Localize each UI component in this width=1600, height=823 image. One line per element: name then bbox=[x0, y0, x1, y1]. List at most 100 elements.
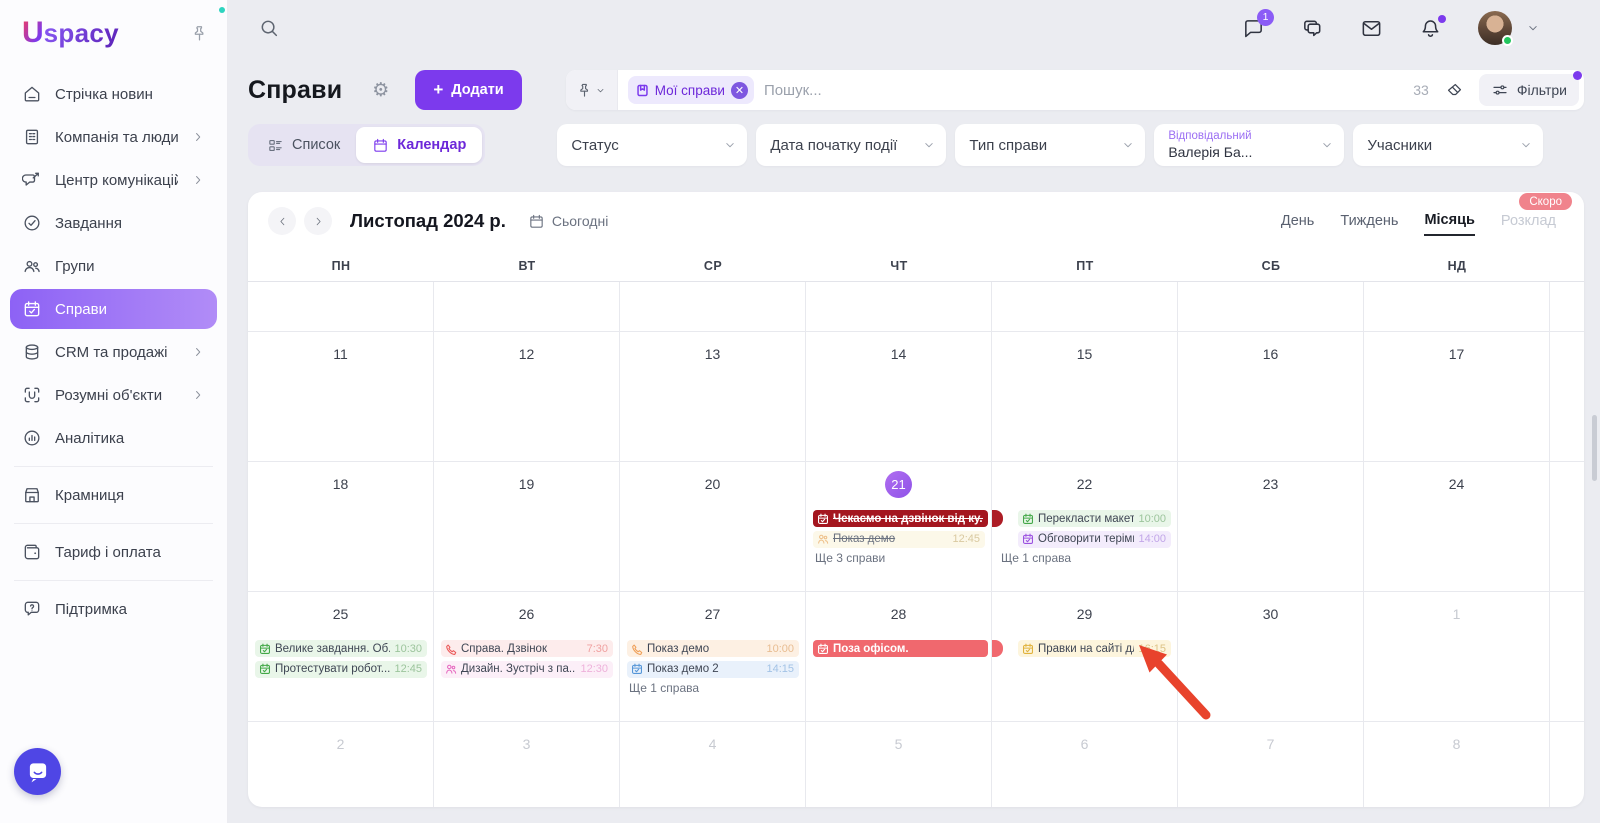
day-cell-6[interactable]: 6 bbox=[992, 722, 1178, 807]
calendar-event[interactable]: Поза офісом. bbox=[813, 640, 988, 657]
day-cell-11[interactable]: 11 bbox=[248, 332, 434, 461]
calendar-event[interactable]: Показ демо 2 14:15 bbox=[627, 660, 799, 678]
day-cell-20[interactable]: 20 bbox=[620, 462, 806, 591]
scrollbar-thumb[interactable] bbox=[1592, 415, 1597, 481]
sidebar-item-shop[interactable]: Крамниця bbox=[10, 475, 217, 515]
day-cell-29[interactable]: 29 Правки на сайті для ... 16:15 bbox=[992, 592, 1178, 721]
day-cell-16[interactable]: 16 bbox=[1178, 332, 1364, 461]
sidebar-item-analytics[interactable]: Аналітика bbox=[10, 418, 217, 458]
pin-filter-button[interactable] bbox=[565, 70, 618, 110]
uspacy-logo[interactable]: U spacy bbox=[22, 7, 225, 50]
day-cell-empty[interactable] bbox=[434, 282, 620, 331]
chip-close-icon[interactable]: ✕ bbox=[730, 81, 748, 99]
day-cell-8[interactable]: 8 bbox=[1364, 722, 1550, 807]
sidebar-item-comms[interactable]: Центр комунікацій bbox=[10, 160, 217, 200]
chevron-down-icon[interactable] bbox=[1526, 21, 1540, 35]
day-cell-5[interactable]: 5 bbox=[806, 722, 992, 807]
day-cell-26[interactable]: 26 Справа. Дзвінок 7:30 Дизайн. Зустріч з п… bbox=[434, 592, 620, 721]
sidebar-item-cases[interactable]: Справи bbox=[10, 289, 217, 329]
support-chat-button[interactable] bbox=[14, 748, 61, 795]
day-cell-14[interactable]: 14 bbox=[806, 332, 992, 461]
calendar-event[interactable]: Правки на сайті для ... 16:15 bbox=[1018, 640, 1171, 657]
day-cell-2[interactable]: 2 bbox=[248, 722, 434, 807]
day-cell-7[interactable]: 7 bbox=[1178, 722, 1364, 807]
filter-select-4[interactable]: Учасники bbox=[1353, 124, 1544, 166]
day-cell-3[interactable]: 3 bbox=[434, 722, 620, 807]
view-tab-День[interactable]: День bbox=[1280, 213, 1315, 229]
date-label: 24 bbox=[1448, 476, 1465, 492]
prev-month-button[interactable] bbox=[268, 207, 296, 235]
saved-filter-chip[interactable]: Мої справи ✕ bbox=[627, 76, 754, 104]
filter-select-3[interactable]: Відповідальний Валерія Ба... bbox=[1154, 124, 1345, 166]
day-cell-empty[interactable] bbox=[620, 282, 806, 331]
global-search-icon[interactable] bbox=[258, 17, 280, 39]
day-cell-19[interactable]: 19 bbox=[434, 462, 620, 591]
sidebar-item-support[interactable]: Підтримка bbox=[10, 589, 217, 629]
next-month-button[interactable] bbox=[304, 207, 332, 235]
day-cell-23[interactable]: 23 bbox=[1178, 462, 1364, 591]
day-cell-18[interactable]: 18 bbox=[248, 462, 434, 591]
day-cell-21[interactable]: 21 Чекаємо на дзвінок від ку... Показ демо… bbox=[806, 462, 992, 591]
sidebar-item-home[interactable]: Стрічка новин bbox=[10, 74, 217, 114]
calendar-event[interactable]: Обговорити терімни ... 14:00 bbox=[1018, 530, 1171, 548]
day-cell-28[interactable]: 28 Поза офісом. bbox=[806, 592, 992, 721]
day-cell-4[interactable]: 4 bbox=[620, 722, 806, 807]
sidebar-item-building[interactable]: Компанія та люди bbox=[10, 117, 217, 157]
calendar-event[interactable]: Справа. Дзвінок 7:30 bbox=[441, 640, 613, 657]
filter-select-2[interactable]: Тип справи bbox=[955, 124, 1146, 166]
calendar-event[interactable]: Показ демо 12:45 bbox=[813, 530, 985, 548]
gear-icon[interactable]: ⚙ bbox=[372, 79, 390, 101]
day-cell-empty[interactable] bbox=[992, 282, 1178, 331]
filter-select-1[interactable]: Дата початку події bbox=[756, 124, 947, 166]
more-events-link[interactable]: Ще 1 справа bbox=[629, 681, 700, 695]
day-cell-27[interactable]: 27 Показ демо 10:00 Показ демо 2 14:15 Ще 1 с… bbox=[620, 592, 806, 721]
sidebar-item-groups[interactable]: Групи bbox=[10, 246, 217, 286]
more-events-link[interactable]: Ще 1 справа bbox=[1001, 551, 1072, 565]
calendar-event[interactable]: Велике завдання. Об... 10:30 bbox=[255, 640, 427, 657]
mail-icon[interactable] bbox=[1360, 17, 1383, 40]
view-tab-Місяць[interactable]: Місяць bbox=[1424, 206, 1475, 236]
day-cell-25[interactable]: 25 Велике завдання. Об... 10:30 Протестуват… bbox=[248, 592, 434, 721]
calendar-event[interactable]: Перекласти макет 10:00 bbox=[1018, 510, 1171, 527]
sidebar-pin-icon[interactable] bbox=[190, 24, 209, 43]
sidebar-item-wallet[interactable]: Тариф і оплата bbox=[10, 532, 217, 572]
event-time: 16:15 bbox=[1138, 642, 1166, 655]
event-continuation[interactable] bbox=[992, 510, 1003, 527]
chats-icon[interactable] bbox=[1301, 17, 1324, 40]
notifications-icon[interactable] bbox=[1419, 14, 1446, 40]
day-cell-empty[interactable] bbox=[1364, 282, 1550, 331]
day-cell-empty[interactable] bbox=[806, 282, 992, 331]
calendar-event[interactable]: Дизайн. Зустріч з па... 12:30 bbox=[441, 660, 613, 678]
tab-list[interactable]: Список bbox=[251, 127, 356, 163]
sidebar-item-label: Компанія та люди bbox=[55, 128, 178, 146]
clear-filters-icon[interactable] bbox=[1439, 74, 1471, 106]
day-cell-30[interactable]: 30 bbox=[1178, 592, 1364, 721]
calendar-event[interactable]: Чекаємо на дзвінок від ку... bbox=[813, 510, 988, 527]
profile-menu[interactable] bbox=[1478, 11, 1540, 46]
messages-icon[interactable]: 1 bbox=[1242, 8, 1274, 40]
sidebar-item-tasks[interactable]: Завдання bbox=[10, 203, 217, 243]
add-button[interactable]: + Додати bbox=[415, 70, 522, 110]
search-input[interactable] bbox=[763, 81, 1414, 99]
more-events-link[interactable]: Ще 3 справи bbox=[815, 551, 886, 565]
day-cell-17[interactable]: 17 bbox=[1364, 332, 1550, 461]
sidebar-item-crm[interactable]: CRM та продажі bbox=[10, 332, 217, 372]
view-tab-Тиждень[interactable]: Тиждень bbox=[1340, 213, 1399, 229]
filter-select-0[interactable]: Статус bbox=[557, 124, 748, 166]
tab-calendar[interactable]: Календар bbox=[356, 127, 483, 163]
event-continuation[interactable] bbox=[992, 640, 1003, 657]
today-button[interactable]: Сьогодні bbox=[528, 213, 608, 230]
filters-button[interactable]: Фільтри bbox=[1478, 71, 1582, 106]
day-cell-1[interactable]: 1 bbox=[1364, 592, 1550, 721]
sidebar-item-smart[interactable]: Розумні об'єкти bbox=[10, 375, 217, 415]
avatar[interactable] bbox=[1478, 11, 1513, 46]
day-cell-empty[interactable] bbox=[1178, 282, 1364, 331]
day-cell-12[interactable]: 12 bbox=[434, 332, 620, 461]
day-cell-15[interactable]: 15 bbox=[992, 332, 1178, 461]
day-cell-24[interactable]: 24 bbox=[1364, 462, 1550, 591]
day-cell-empty[interactable] bbox=[248, 282, 434, 331]
calendar-event[interactable]: Показ демо 10:00 bbox=[627, 640, 799, 657]
day-cell-13[interactable]: 13 bbox=[620, 332, 806, 461]
calendar-event[interactable]: Протестувати робот... 12:45 bbox=[255, 660, 427, 678]
